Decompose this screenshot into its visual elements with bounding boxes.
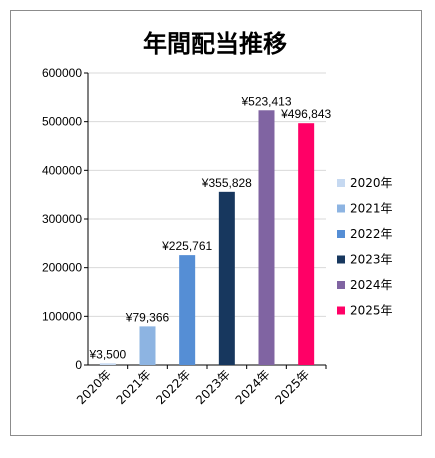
x-axis-ticks: 2020年 2021年 2022年 2023年 2024年 2025年 — [74, 365, 327, 407]
legend-label: 2024年 — [350, 278, 393, 292]
x-tick-label: 2023年 — [193, 367, 233, 407]
data-label: ¥355,828 — [201, 176, 252, 190]
legend-label: 2023年 — [350, 253, 393, 267]
bar — [179, 255, 196, 365]
legend: 2020年 2021年 2022年 2023年 2024年 2025年 — [337, 176, 393, 318]
y-tick-label: 100000 — [42, 309, 82, 323]
y-tick-label: 300000 — [42, 212, 82, 226]
data-label: ¥79,366 — [125, 310, 170, 324]
legend-label: 2025年 — [350, 304, 393, 318]
bar — [258, 110, 275, 365]
y-tick-label: 400000 — [42, 163, 82, 177]
data-label: ¥3,500 — [88, 347, 126, 361]
legend-swatch — [337, 179, 345, 187]
legend-swatch — [337, 230, 345, 238]
x-tick-label: 2024年 — [233, 367, 273, 407]
x-tick-label: 2025年 — [272, 367, 312, 407]
bar — [298, 123, 315, 366]
data-label: ¥523,413 — [240, 94, 291, 108]
data-label: ¥225,761 — [161, 239, 212, 253]
legend-swatch — [337, 204, 345, 213]
legend-label: 2020年 — [350, 176, 393, 190]
data-labels: ¥3,500 ¥79,366 ¥225,761 ¥355,828 ¥523,413¥49… — [88, 94, 331, 361]
data-label: ¥496,843 — [280, 107, 331, 121]
legend-swatch — [337, 255, 345, 264]
legend-label: 2022年 — [350, 227, 393, 241]
bar — [218, 191, 235, 365]
x-tick-label: 2021年 — [114, 367, 154, 407]
legend-label: 2021年 — [350, 202, 393, 216]
x-tick-label: 2022年 — [153, 367, 193, 407]
bars — [99, 110, 315, 366]
legend-swatch — [337, 306, 345, 315]
bar — [99, 363, 116, 365]
y-axis-ticks: 0 100000 200000 300000 400000 500000 600000 — [42, 66, 82, 372]
y-tick-label: 500000 — [42, 115, 82, 129]
y-tick-label: 0 — [75, 358, 82, 372]
y-tick-label: 200000 — [42, 261, 82, 275]
x-tick-label: 2020年 — [74, 367, 114, 407]
legend-swatch — [337, 281, 345, 289]
bar — [139, 326, 156, 365]
y-tick-label: 600000 — [42, 66, 82, 80]
chart-title: 年間配当推移 — [143, 30, 287, 58]
